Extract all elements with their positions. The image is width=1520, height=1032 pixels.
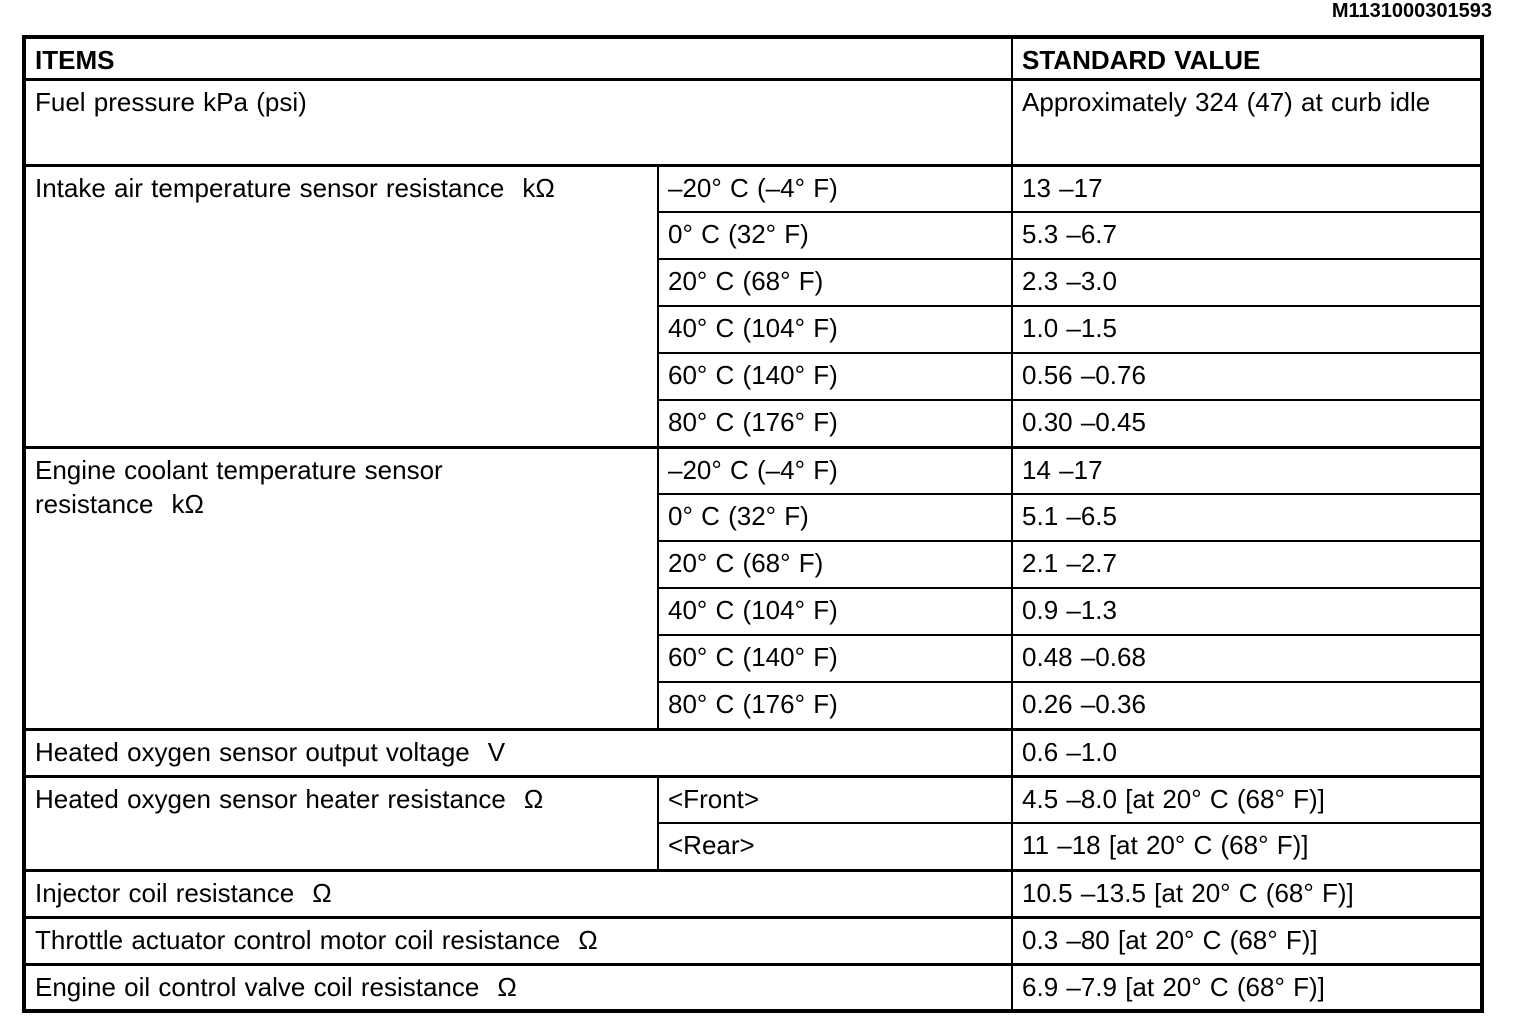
item-unit: Ω (523, 783, 544, 814)
row-o2-heater-rear: <Rear> 11 –18 [at 20° C (68° F)] (24, 822, 1484, 872)
item-label: Engine coolant temperature sensor resist… (35, 454, 443, 519)
condition-cell: 0° C (32° F) (656, 211, 1014, 261)
row-coolant-temp-40: 40° C (104° F) 0.9 –1.3 (24, 587, 1484, 637)
condition-cell: –20° C (–4° F) (656, 445, 1014, 496)
value-cell: 4.5 –8.0 [at 20° C (68° F)] (1011, 774, 1484, 825)
standard-values-table: ITEMS STANDARD VALUE Fuel pressure kPa (… (22, 35, 1485, 1014)
item-label: Heated oxygen sensor output voltage (35, 736, 470, 767)
value-cell: 1.0 –1.5 (1011, 305, 1484, 355)
row-intake-air-temp-20: 20° C (68° F) 2.3 –3.0 (24, 258, 1484, 308)
value-cell: 0.9 –1.3 (1011, 587, 1484, 637)
row-coolant-temp-m20: Engine coolant temperature sensor resist… (23, 445, 1484, 731)
row-intake-air-temp-m20: Intake air temperature sensor resistance… (23, 163, 1484, 449)
value-cell: 0.26 –0.36 (1011, 681, 1484, 731)
row-coolant-temp-20: 20° C (68° F) 2.1 –2.7 (24, 540, 1484, 590)
condition-cell: 60° C (140° F) (656, 634, 1014, 684)
value-cell: 0.30 –0.45 (1011, 399, 1484, 449)
value-cell: 10.5 –13.5 [at 20° C (68° F)] (1011, 868, 1484, 919)
item-unit: V (487, 736, 506, 767)
value-cell: 11 –18 [at 20° C (68° F)] (1011, 822, 1484, 872)
item-cell-injector-coil: Injector coil resistance Ω (22, 868, 1014, 919)
document-code: M1131000301593 (1331, 0, 1492, 22)
condition-cell: 20° C (68° F) (656, 258, 1014, 308)
row-coolant-temp-80: 80° C (176° F) 0.26 –0.36 (24, 681, 1484, 731)
condition-cell: <Front> (656, 774, 1014, 825)
item-cell-o2-output-voltage: Heated oxygen sensor output voltage V (22, 727, 1014, 778)
condition-cell: –20° C (–4° F) (656, 163, 1014, 214)
row-throttle-motor-coil: Throttle actuator control motor coil res… (22, 915, 1484, 966)
row-o2-output-voltage: Heated oxygen sensor output voltage V 0.6… (22, 727, 1484, 778)
condition-cell: 80° C (176° F) (656, 681, 1014, 731)
condition-cell: 40° C (104° F) (656, 305, 1014, 355)
item-cell-coolant-temp: Engine coolant temperature sensor resist… (23, 445, 659, 731)
row-intake-air-temp-40: 40° C (104° F) 1.0 –1.5 (24, 305, 1484, 355)
item-unit: Ω (578, 924, 598, 955)
item-unit: Ω (312, 877, 332, 908)
condition-cell: 60° C (140° F) (656, 352, 1014, 402)
value-cell: 0.6 –1.0 (1011, 727, 1484, 778)
value-cell-fuel-pressure: Approximately 324 (47) at curb idle (1011, 77, 1484, 167)
item-cell-o2-heater: Heated oxygen sensor heater resistance Ω (23, 774, 659, 872)
item-unit: kΩ (522, 172, 555, 203)
value-cell: 2.3 –3.0 (1011, 258, 1484, 308)
value-cell: 5.1 –6.5 (1011, 493, 1484, 543)
value-cell: 0.56 –0.76 (1011, 352, 1484, 402)
item-unit: Ω (497, 971, 517, 1002)
value-cell: 0.3 –80 [at 20° C (68° F)] (1011, 915, 1484, 966)
row-intake-air-temp-60: 60° C (140° F) 0.56 –0.76 (24, 352, 1484, 402)
column-header-standard-value: STANDARD VALUE (1011, 35, 1484, 81)
condition-cell: <Rear> (656, 822, 1014, 872)
value-cell: 2.1 –2.7 (1011, 540, 1484, 590)
condition-cell: 80° C (176° F) (656, 399, 1014, 449)
item-cell-oil-control-valve-coil: Engine oil control valve coil resistance… (22, 962, 1014, 1013)
row-oil-control-valve-coil: Engine oil control valve coil resistance… (22, 962, 1484, 1013)
row-injector-coil: Injector coil resistance Ω 10.5 –13.5 [at… (22, 868, 1484, 919)
condition-cell: 0° C (32° F) (656, 493, 1014, 543)
row-intake-air-temp-0: 0° C (32° F) 5.3 –6.7 (24, 211, 1484, 261)
item-unit: kΩ (171, 488, 204, 519)
item-cell-throttle-motor-coil: Throttle actuator control motor coil res… (22, 915, 1014, 966)
item-cell-fuel-pressure: Fuel pressure kPa (psi) (22, 77, 1014, 167)
value-cell: 13 –17 (1011, 163, 1484, 214)
value-cell: 14 –17 (1011, 445, 1484, 496)
item-label: Injector coil resistance (35, 877, 295, 908)
condition-cell: 20° C (68° F) (656, 540, 1014, 590)
table-header-row: ITEMS STANDARD VALUE (22, 35, 1484, 81)
row-fuel-pressure: Fuel pressure kPa (psi) Approximately 32… (22, 77, 1484, 167)
value-cell: 5.3 –6.7 (1011, 211, 1484, 261)
row-intake-air-temp-80: 80° C (176° F) 0.30 –0.45 (24, 399, 1484, 449)
row-o2-heater-front: Heated oxygen sensor heater resistance Ω … (23, 774, 1484, 872)
value-cell: 0.48 –0.68 (1011, 634, 1484, 684)
condition-cell: 40° C (104° F) (656, 587, 1014, 637)
item-text-wrap: Engine coolant temperature sensor resist… (35, 454, 565, 522)
row-coolant-temp-0: 0° C (32° F) 5.1 –6.5 (24, 493, 1484, 543)
value-cell: 6.9 –7.9 [at 20° C (68° F)] (1011, 962, 1484, 1013)
item-label: Intake air temperature sensor resistance (35, 172, 505, 203)
column-header-items: ITEMS (22, 35, 1014, 81)
item-label: Engine oil control valve coil resistance (35, 971, 480, 1002)
item-label: Heated oxygen sensor heater resistance (35, 783, 506, 814)
item-cell-intake-air-temp: Intake air temperature sensor resistance… (23, 163, 659, 449)
item-label: Throttle actuator control motor coil res… (35, 924, 561, 955)
row-coolant-temp-60: 60° C (140° F) 0.48 –0.68 (24, 634, 1484, 684)
